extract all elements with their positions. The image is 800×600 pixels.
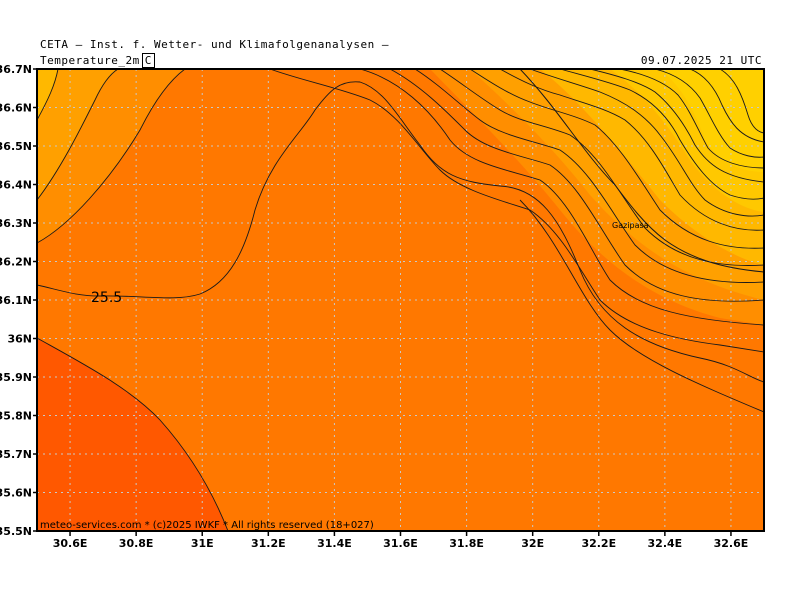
variable-name: Temperature_2m bbox=[40, 54, 140, 67]
hot-sea-patch bbox=[37, 338, 228, 531]
isotherm-26 bbox=[37, 69, 186, 244]
isotherms bbox=[37, 69, 764, 531]
latitude-axis: 36.7N 36.6N 36.5N 36.4N 36.3N 36.2N 36.1N 36N 35… bbox=[0, 63, 37, 538]
isotherm-27 bbox=[37, 69, 59, 121]
isotherm-lower-east bbox=[519, 199, 764, 413]
y-tick-label: 35.6N bbox=[0, 487, 32, 500]
y-tick-label: 35.5N bbox=[0, 525, 32, 538]
isotherm-east-14 bbox=[719, 69, 764, 134]
coastal-band-west-3 bbox=[37, 69, 58, 120]
isotherm-26-5 bbox=[37, 69, 119, 201]
grid-lines bbox=[37, 69, 764, 531]
isotherm-east-2 bbox=[359, 69, 764, 326]
y-tick-label: 36.6N bbox=[0, 102, 32, 115]
y-tick-label: 35.9N bbox=[0, 371, 32, 384]
y-tick-label: 35.7N bbox=[0, 448, 32, 461]
y-tick-label: 35.8N bbox=[0, 410, 32, 423]
y-tick-label: 36.2N bbox=[0, 256, 32, 269]
isotherm-east-4 bbox=[414, 69, 764, 283]
unit-label: C bbox=[141, 53, 155, 68]
coastline bbox=[519, 69, 764, 273]
isotherm-25 bbox=[37, 337, 229, 531]
isotherm-east-12 bbox=[654, 69, 764, 158]
x-tick-label: 30.6E bbox=[53, 537, 88, 550]
isotherm-east-10 bbox=[589, 69, 764, 183]
isotherm-east-7 bbox=[499, 69, 764, 231]
y-tick-label: 36.4N bbox=[0, 179, 32, 192]
x-tick-label: 32E bbox=[521, 537, 544, 550]
isotherm-east-13 bbox=[689, 69, 764, 143]
x-tick-label: 31.6E bbox=[383, 537, 418, 550]
isotherm-east-5 bbox=[439, 69, 764, 266]
isotherm-label: 25.5 bbox=[91, 290, 122, 306]
y-tick-label: 36.3N bbox=[0, 217, 32, 230]
isotherm-east-1 bbox=[269, 69, 764, 353]
y-tick-label: 36N bbox=[7, 333, 32, 346]
x-tick-label: 32.4E bbox=[648, 537, 683, 550]
x-tick-label: 32.2E bbox=[581, 537, 616, 550]
valid-time: 09.07.2025 21 UTC bbox=[640, 54, 762, 67]
city-label-gazipasa: Gazipasa bbox=[612, 221, 649, 230]
x-tick-label: 31.4E bbox=[317, 537, 352, 550]
longitude-axis: 30.6E 30.8E 31E 31.2E 31.4E 31.6E 31.8E 32E 32.2… bbox=[53, 531, 749, 550]
x-tick-label: 30.8E bbox=[119, 537, 154, 550]
institute-title: CETA – Inst. f. Wetter- und Klimafolgena… bbox=[40, 38, 390, 51]
copyright-notice: meteo-services.com * (c)2025 IWKF * All … bbox=[40, 520, 374, 531]
isotherm-east-8 bbox=[529, 69, 764, 217]
x-tick-label: 32.6E bbox=[714, 537, 749, 550]
map-field bbox=[37, 69, 764, 531]
y-tick-label: 36.5N bbox=[0, 140, 32, 153]
isotherm-east-11 bbox=[619, 69, 764, 169]
coastal-band-west-2 bbox=[37, 69, 118, 200]
isotherm-east-9 bbox=[559, 69, 764, 200]
isotherm-east-6 bbox=[469, 69, 764, 249]
x-tick-label: 31E bbox=[191, 537, 214, 550]
isotherm-east-3 bbox=[389, 69, 764, 302]
isotherm-25-5 bbox=[37, 81, 764, 383]
variable-title: Temperature_2m C bbox=[40, 53, 155, 68]
y-tick-label: 36.7N bbox=[0, 63, 32, 76]
x-tick-label: 31.8E bbox=[449, 537, 484, 550]
y-tick-label: 36.1N bbox=[0, 294, 32, 307]
x-tick-label: 31.2E bbox=[251, 537, 286, 550]
